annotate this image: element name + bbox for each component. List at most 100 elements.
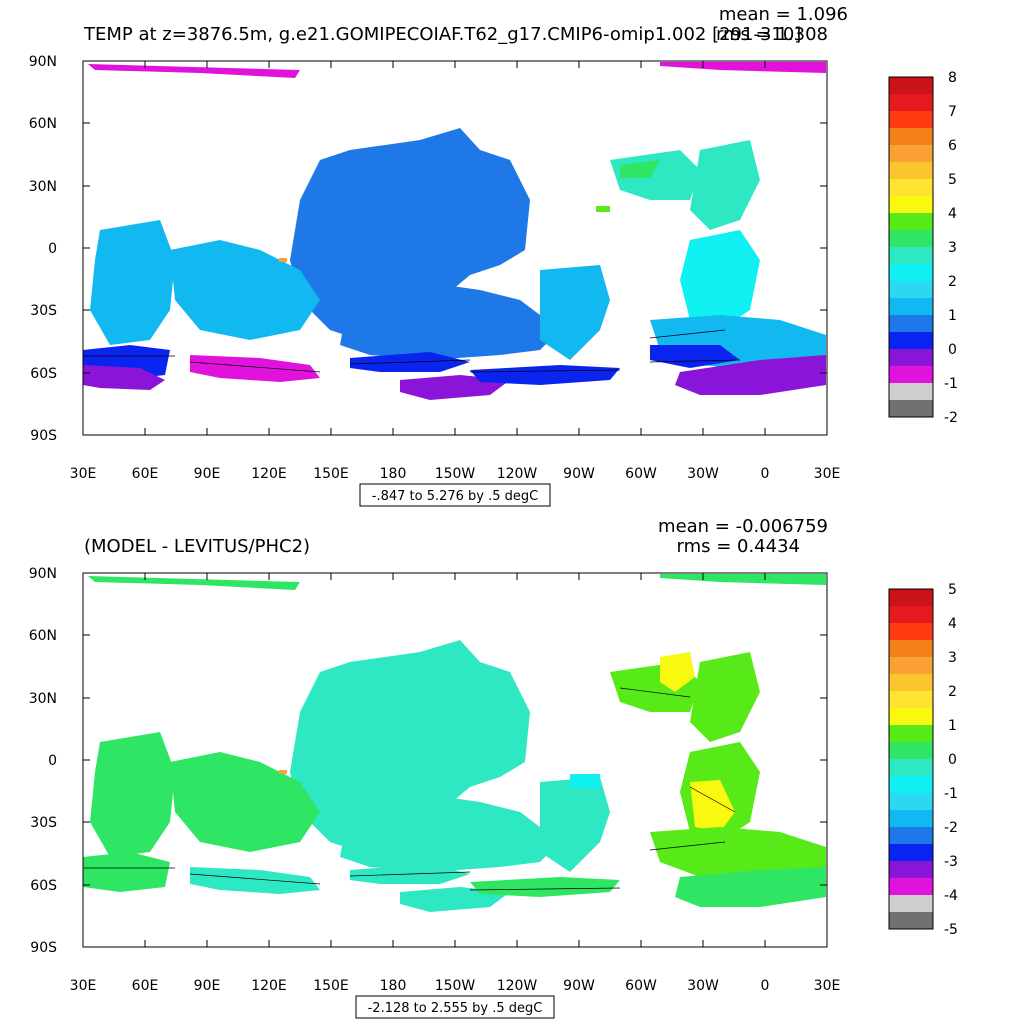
field-atlantic-north-east: [690, 140, 760, 230]
diff-field-map: [83, 574, 826, 912]
y-tick-label: 30N: [29, 691, 57, 707]
colorbar-swatch: [889, 589, 933, 606]
y-tick-label: 90N: [29, 566, 57, 582]
rms-label: rms = 1.308: [716, 24, 828, 45]
colorbar-label: -1: [944, 376, 958, 392]
colorbar-label: -5: [944, 922, 958, 938]
contour-info-box: [359, 483, 551, 507]
colorbar-label: 5: [948, 172, 957, 188]
colorbar-label: 0: [948, 752, 957, 768]
colorbar: 5 4 3 2 1 0 -1 -2 -3 -4 -5: [888, 582, 958, 938]
field-southern-indian-violet: [83, 365, 165, 390]
colorbar-swatch: [889, 827, 933, 844]
y-tick-label: 60N: [29, 116, 57, 132]
colorbar-swatch: [889, 383, 933, 400]
colorbar-label: 7: [948, 104, 957, 120]
colorbar-swatch: [889, 895, 933, 912]
colorbar-swatch: [889, 640, 933, 657]
field-southern-indian: [83, 852, 170, 892]
field-dot-orange: [279, 258, 287, 262]
field-indian-west: [90, 220, 175, 345]
contour-info-text: -2.128 to 2.555 by .5 degC: [368, 1001, 543, 1016]
field-southern-australia: [190, 355, 320, 382]
colorbar-swatch: [889, 657, 933, 674]
x-tick-label: 120W: [497, 978, 538, 994]
field-arctic-east: [660, 574, 826, 585]
colorbar-label: -2: [944, 820, 958, 836]
colorbar-swatch: [889, 332, 933, 349]
colorbar-swatch: [889, 77, 933, 94]
x-tick-label: 150W: [435, 978, 476, 994]
field-atlantic-north-east: [690, 652, 760, 742]
colorbar-swatch: [889, 349, 933, 366]
field-atlantic-yellow: [660, 652, 695, 692]
colorbar-label: 1: [948, 718, 957, 734]
x-tick-label: 30E: [70, 978, 97, 994]
x-tick-label: 150E: [313, 466, 349, 482]
colorbar-label: 6: [948, 138, 957, 154]
temp-map-svg: TEMP at z=3876.5m, g.e21.GOMIPECOIAF.T62…: [29, 4, 958, 507]
mean-label: mean = 1.096: [719, 4, 848, 25]
y-tick-label: 0: [48, 753, 57, 769]
rms-label: rms = 0.4434: [676, 536, 800, 557]
x-tick-label: 120E: [251, 978, 287, 994]
x-tick-label: 180: [380, 978, 407, 994]
temp-field-map: [83, 62, 826, 400]
colorbar-swatch: [889, 861, 933, 878]
x-tick-label: 30E: [814, 978, 841, 994]
colorbar-swatch: [889, 128, 933, 145]
colorbar-swatch: [889, 281, 933, 298]
y-axis-labels: 90N 60N 30N 0 30S 60S 90S: [29, 566, 57, 956]
contour-info-text: -.847 to 5.276 by .5 degC: [372, 489, 539, 504]
field-dot-orange: [279, 770, 287, 774]
colorbar-swatch: [889, 230, 933, 247]
tick-marks: [82, 60, 828, 436]
colorbar-swatch: [889, 179, 933, 196]
y-axis-labels: 90N 60N 30N 0 30S 60S 90S: [29, 54, 57, 444]
colorbar-label: 0: [948, 342, 957, 358]
x-tick-label: 120W: [497, 466, 538, 482]
colorbar-swatch: [889, 878, 933, 895]
x-tick-label: 30W: [687, 978, 719, 994]
colorbar-label: 3: [948, 650, 957, 666]
x-tick-label: 0: [761, 978, 770, 994]
diff-map-svg: (MODEL - LEVITUS/PHC2) mean = -0.006759 …: [29, 516, 958, 1019]
panel-title: (MODEL - LEVITUS/PHC2): [84, 536, 310, 557]
y-tick-label: 30S: [30, 815, 57, 831]
colorbar-swatch: [889, 145, 933, 162]
colorbar-swatch: [889, 606, 933, 623]
x-tick-label: 60E: [132, 466, 159, 482]
x-axis-labels: 30E 60E 90E 120E 150E 180 150W 120W 90W …: [70, 466, 841, 482]
x-tick-label: 0: [761, 466, 770, 482]
field-southern-atlantic: [675, 867, 826, 907]
colorbar-swatch: [889, 725, 933, 742]
y-tick-label: 60S: [30, 366, 57, 382]
field-arctic-east: [660, 62, 826, 73]
field-indian-main: [170, 240, 320, 340]
field-southern-drake: [470, 877, 620, 897]
colorbar-swatch: [889, 111, 933, 128]
x-tick-label: 30W: [687, 466, 719, 482]
colorbar-swatch: [889, 776, 933, 793]
colorbar-label: 8: [948, 70, 957, 86]
colorbar-label: 5: [948, 582, 957, 598]
x-tick-label: 90E: [194, 978, 221, 994]
x-tick-label: 180: [380, 466, 407, 482]
field-atlantic-north: [610, 150, 700, 200]
colorbar-swatch: [889, 674, 933, 691]
panel-title: TEMP at z=3876.5m, g.e21.GOMIPECOIAF.T62…: [83, 24, 801, 45]
y-tick-label: 0: [48, 241, 57, 257]
field-pacific-north: [290, 640, 530, 852]
colorbar-swatch: [889, 708, 933, 725]
diff-map-panel: (MODEL - LEVITUS/PHC2) mean = -0.006759 …: [0, 512, 1024, 1024]
colorbar-swatch: [889, 400, 933, 417]
colorbar-swatch: [889, 912, 933, 929]
field-southern-australia: [190, 867, 320, 894]
colorbar-label: -4: [944, 888, 958, 904]
colorbar-swatch: [889, 691, 933, 708]
field-indian-main: [170, 752, 320, 852]
colorbar-swatch: [889, 315, 933, 332]
x-tick-label: 90W: [563, 466, 595, 482]
y-tick-label: 30S: [30, 303, 57, 319]
colorbar-label: 4: [948, 616, 957, 632]
